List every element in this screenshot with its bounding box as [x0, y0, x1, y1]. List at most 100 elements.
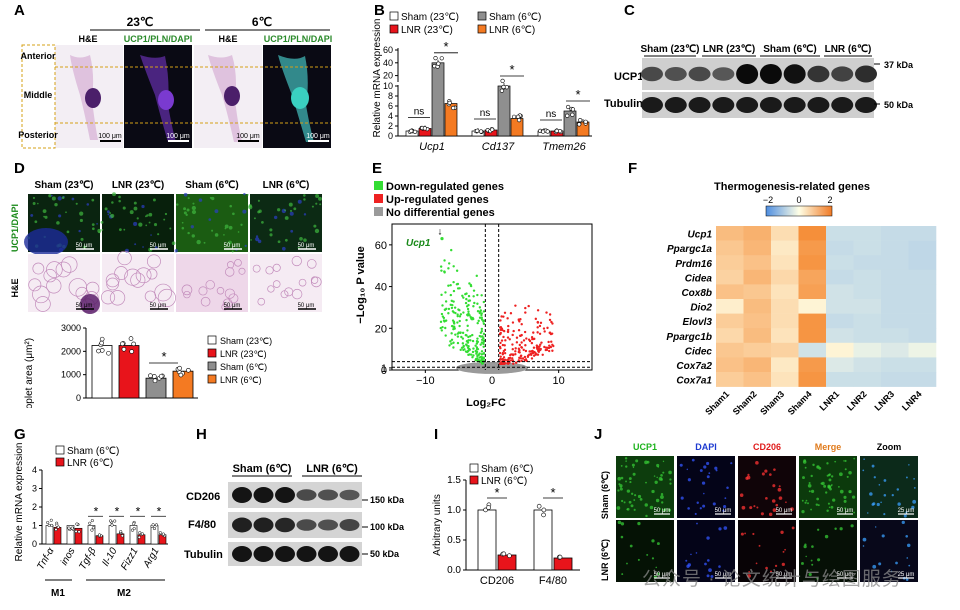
panel-f-colorbar: [765, 205, 833, 217]
panel-b-ytick: 40: [383, 58, 393, 68]
panel-f-row-label: Elovl3: [683, 317, 713, 328]
panel-j-scale: 50 μm: [776, 508, 793, 514]
panel-f-cell: [743, 342, 772, 358]
panel-c-band-tubulin: Tubulin: [604, 98, 643, 110]
panel-f-cell: [771, 299, 799, 314]
panel-f-cell: [798, 284, 827, 300]
panel-i-ytick: 0.0: [447, 565, 461, 576]
panel-d-ylabel: Lipid droplet area (μm²): [24, 338, 35, 408]
panel-f-row-label: Ucp1: [688, 230, 713, 241]
panel-b-chart: Sham (23℃) LNR (23℃) Sham (6℃) LNR (6℃) Rel…: [372, 11, 592, 153]
panel-f-cell: [798, 255, 827, 271]
panel-h-band: [253, 546, 274, 562]
panel-h-band: [339, 489, 360, 501]
panel-g-bar: [87, 525, 96, 545]
panel-e-legend-label: No differential genes: [386, 207, 495, 219]
panel-c-ucp1-band: [855, 65, 877, 83]
panel-i-ylabel: Arbitrary units: [432, 494, 443, 556]
panel-g-gene-label: Arg1: [141, 546, 162, 571]
panel-c-ucp1-band: [783, 64, 806, 84]
panel-f-cell: [853, 372, 882, 387]
panel-g-gene-label: Fizz1: [119, 546, 140, 572]
panel-g-bar: [129, 525, 138, 545]
panel-i-sig: *: [494, 485, 499, 500]
panel-f-cell: [826, 313, 854, 329]
panel-f-cell: [853, 299, 882, 314]
panel-e-ytick: 40: [375, 282, 387, 294]
panel-f-cell: [881, 226, 909, 241]
panel-g-sig: *: [157, 504, 162, 518]
panel-j-scale: 50 μm: [776, 572, 793, 578]
panel-j-image: [860, 456, 918, 518]
panel-j-row-sham: Sham (6℃): [600, 471, 610, 519]
panel-b-sig-star: *: [509, 62, 514, 77]
panel-c-lane-label: LNR (23℃): [703, 44, 755, 55]
panel-f-cell: [908, 372, 937, 387]
panel-label-f: F: [628, 160, 638, 177]
panel-e-legend-swatch: [374, 207, 383, 216]
panel-f-title: Thermogenesis-related genes: [714, 181, 870, 193]
panel-f-cell: [743, 240, 772, 256]
panel-a-temp-6: 6℃: [252, 15, 272, 29]
panel-d-legend-label: LNR (6℃): [220, 375, 262, 385]
panel-g-ytick: 2: [32, 502, 37, 512]
panel-f-cell: [881, 255, 909, 271]
panel-f-cell: [881, 313, 909, 329]
panel-j-image: [860, 520, 918, 582]
panel-j-scale: 50 μm: [654, 508, 671, 514]
panel-b-legend-swatch: [389, 11, 399, 21]
panel-d-ytick: 2000: [61, 346, 81, 356]
panel-j-image: [677, 520, 735, 582]
panel-b-ytick: 6: [388, 101, 393, 111]
panel-g-group-m1: M1: [51, 588, 65, 599]
panel-f-cell: [771, 240, 799, 256]
panel-f-cell: [716, 226, 744, 241]
panel-c-tubulin-band: [688, 97, 711, 113]
panel-j-col-label: CD206: [753, 442, 781, 452]
panel-h-band: [318, 489, 338, 501]
panel-f-cell: [798, 342, 827, 358]
panel-f-cell: [881, 357, 909, 373]
panel-f-scale-mid: 0: [796, 195, 801, 205]
panel-c-tubulin-band: [855, 97, 877, 113]
panel-b-ytick: 60: [383, 45, 393, 55]
panel-e-ytick: 1: [381, 363, 387, 375]
panel-c-tubulin-band: [712, 97, 735, 113]
panel-h-kda-50: 50 kDa: [370, 549, 400, 559]
panel-e-legend-swatch: [374, 194, 383, 203]
panel-f-cell: [908, 342, 937, 358]
panel-a-scale-2: 100 μm: [166, 133, 190, 140]
panel-f-cell: [798, 372, 827, 387]
panel-h-band: [339, 546, 360, 562]
panel-f-cell: [826, 328, 854, 344]
panel-e-xtick: 10: [553, 375, 565, 387]
panel-label-d: D: [14, 160, 25, 177]
panel-f-row-label: Cidec: [685, 346, 713, 357]
panel-d-col-label: Sham (23℃): [34, 180, 93, 191]
panel-d-col-label: Sham (6℃): [185, 180, 238, 191]
panel-c-tubulin-band: [664, 97, 687, 113]
panel-d-scale-he: 50 μm: [298, 303, 315, 309]
panel-d-bar: [145, 377, 167, 399]
panel-d-legend-swatch: [207, 335, 217, 345]
panel-label-g: G: [14, 426, 26, 443]
panel-f-cell: [798, 357, 827, 373]
panel-f-cell: [716, 269, 744, 285]
panel-f-cell: [716, 342, 744, 358]
panel-e-ylabel: −Log₁₀ P value: [355, 246, 367, 323]
panel-c-ucp1-band: [759, 64, 782, 84]
panel-f-cell: [716, 372, 744, 387]
panel-f-cell: [798, 269, 827, 285]
panel-g-gene-label: inos: [59, 546, 78, 567]
panel-h-band: [296, 489, 317, 501]
panel-b-bar: [497, 85, 511, 137]
panel-i-bar: [497, 554, 517, 571]
panel-b-bar: [510, 118, 524, 137]
panel-j-scale: 25 μm: [898, 572, 915, 578]
panel-h-band: [253, 487, 274, 503]
panel-g-ytick: 3: [32, 484, 37, 494]
panel-b-sig-ns: ns: [546, 109, 557, 120]
panel-d-he-image: [250, 254, 322, 312]
panel-h-band: [253, 517, 274, 533]
panel-h-band-tubulin: Tubulin: [184, 549, 223, 561]
